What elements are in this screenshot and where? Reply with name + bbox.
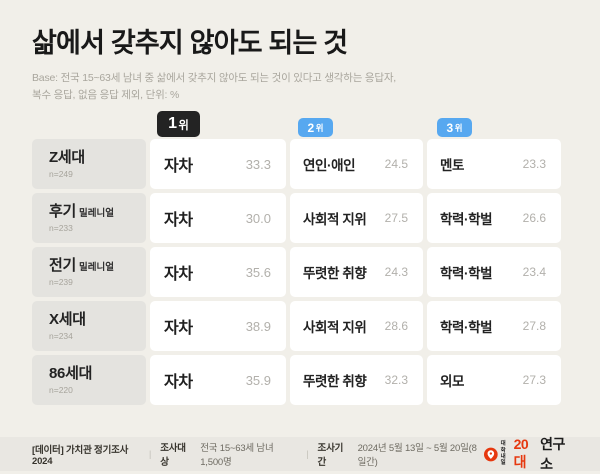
item-value: 24.3: [384, 265, 408, 280]
location-pin-icon: [483, 447, 498, 461]
group-label-card: 후기 밀레니얼 n=233: [32, 193, 146, 244]
rank1-cell: 자차 38.9: [150, 301, 286, 352]
item-value: 27.5: [384, 211, 408, 226]
footer-target-value: 전국 15~63세 남녀 1,500명: [200, 443, 274, 468]
item-value: 30.0: [245, 210, 271, 226]
group-sample-size: n=233: [49, 223, 73, 234]
item-label: 학력·학벌: [440, 212, 493, 228]
table-row-z: Z세대 n=249 자차 33.3 연인·애인 24.5 멘토 23.3: [32, 139, 568, 190]
rank-1-number: 1: [168, 115, 178, 133]
group-sample-size: n=249: [49, 169, 73, 180]
item-label: 자차: [164, 158, 193, 176]
infographic-content: 삶에서 갖추지 않아도 되는 것 Base: 전국 15~63세 남녀 중 삶에…: [32, 27, 568, 409]
base-note-line2: 복수 응답, 없음 응답 제외, 단위: %: [32, 89, 180, 102]
item-value: 23.3: [522, 157, 546, 172]
brand-small-text: 대학 내일: [501, 441, 511, 466]
footer-period-value: 2024년 5월 13일 ~ 5월 20일(8일간): [357, 443, 477, 468]
item-value: 28.6: [384, 319, 408, 334]
brand-black-text: 연구소: [540, 436, 565, 472]
group-sample-size: n=220: [49, 385, 73, 396]
group-sample-size: n=239: [49, 277, 73, 288]
table-row-late-millennial: 후기 밀레니얼 n=233 자차 30.0 사회적 지위 27.5 학력·학벌 26.6: [32, 193, 568, 244]
footer-period-label: 조사기간: [317, 443, 344, 468]
rank2-cell: 연인·애인 24.5: [290, 139, 423, 190]
rank2-cell: 사회적 지위 27.5: [290, 193, 423, 244]
rank-1-suffix: 위: [178, 119, 189, 132]
brand-red-text: 20대: [513, 436, 529, 470]
rank2-cell: 사회적 지위 28.6: [290, 301, 423, 352]
item-value: 27.8: [522, 319, 546, 334]
brand-small-bottom: 내일: [500, 454, 507, 467]
group-label-card: X세대 n=234: [32, 301, 146, 352]
rank3-cell: 학력·학벌 23.4: [427, 247, 561, 298]
group-name: 후기: [49, 203, 77, 221]
group-label-card: 전기 밀레니얼 n=239: [32, 247, 146, 298]
item-label: 멘토: [440, 158, 465, 174]
rank3-cell: 학력·학벌 27.8: [427, 301, 561, 352]
item-label: 외모: [440, 374, 465, 390]
group-name-suffix: 밀레니얼: [79, 208, 114, 220]
group-label-card: Z세대 n=249: [32, 139, 146, 190]
rank2-cell: 뚜렷한 취향 32.3: [290, 355, 423, 406]
item-label: 학력·학벌: [440, 266, 493, 282]
item-value: 35.9: [245, 372, 271, 388]
footer-separator: |: [306, 449, 309, 459]
table-row-x: X세대 n=234 자차 38.9 사회적 지위 28.6 학력·학벌 27.8: [32, 301, 568, 352]
brand-small-top: 대학: [500, 441, 507, 454]
rank-3-suffix: 위: [454, 123, 463, 134]
item-label: 연인·애인: [303, 158, 356, 174]
item-label: 자차: [164, 266, 193, 284]
table-row-early-millennial: 전기 밀레니얼 n=239 자차 35.6 뚜렷한 취향 24.3 학력·학벌 23.4: [32, 247, 568, 298]
rank1-cell: 자차 35.6: [150, 247, 286, 298]
footer-bar: [데이터] 가치관 정기조사 2024 | 조사대상 전국 15~63세 남녀 …: [0, 434, 600, 474]
brand-logo: 대학 내일 20대 연구소: [483, 434, 574, 474]
rank3-cell: 멘토 23.3: [427, 139, 561, 190]
item-value: 27.3: [522, 373, 546, 388]
item-label: 사회적 지위: [303, 212, 367, 228]
group-name-suffix: 밀레니얼: [79, 262, 114, 274]
footer-meta: [데이터] 가치관 정기조사 2024 | 조사대상 전국 15~63세 남녀 …: [32, 440, 484, 468]
item-value: 35.6: [245, 264, 271, 280]
group-name: 전기: [49, 257, 77, 275]
item-value: 33.3: [245, 156, 271, 172]
group-sample-size: n=234: [49, 331, 73, 342]
base-note-line1: Base: 전국 15~63세 남녀 중 삶에서 갖추지 않아도 되는 것이 있…: [32, 72, 397, 85]
item-label: 사회적 지위: [303, 320, 367, 336]
item-value: 23.4: [522, 265, 546, 280]
item-label: 뚜렷한 취향: [303, 374, 367, 390]
table-row-86: 86세대 n=220 자차 35.9 뚜렷한 취향 32.3 외모 27.3: [32, 355, 568, 406]
page-title: 삶에서 갖추지 않아도 되는 것: [32, 28, 348, 58]
item-value: 32.3: [384, 373, 408, 388]
footer-source: [데이터] 가치관 정기조사 2024: [32, 444, 129, 467]
rank1-cell: 자차 35.9: [150, 355, 286, 406]
item-label: 자차: [164, 374, 193, 392]
rank3-cell: 학력·학벌 26.6: [427, 193, 561, 244]
footer-separator: |: [149, 449, 152, 459]
rank-2-number: 2: [307, 120, 315, 135]
item-label: 자차: [164, 212, 193, 230]
group-label-card: 86세대 n=220: [32, 355, 146, 406]
item-value: 38.9: [245, 318, 271, 334]
item-label: 학력·학벌: [440, 320, 493, 336]
group-name: 86세대: [49, 365, 93, 383]
rank-3-number: 3: [446, 120, 454, 135]
base-note: Base: 전국 15~63세 남녀 중 삶에서 갖추지 않아도 되는 것이 있…: [32, 70, 568, 104]
rank1-cell: 자차 33.3: [150, 139, 286, 190]
group-name: Z세대: [49, 149, 85, 167]
item-value: 24.5: [384, 157, 408, 172]
item-label: 뚜렷한 취향: [303, 266, 367, 282]
rank-2-suffix: 위: [315, 123, 324, 134]
item-value: 26.6: [522, 211, 546, 226]
rank2-cell: 뚜렷한 취향 24.3: [290, 247, 423, 298]
item-label: 자차: [164, 320, 193, 338]
rank3-cell: 외모 27.3: [427, 355, 561, 406]
rank1-cell: 자차 30.0: [150, 193, 286, 244]
group-name: X세대: [49, 311, 86, 329]
footer-target-label: 조사대상: [160, 443, 186, 468]
ranking-table: Z세대 n=249 자차 33.3 연인·애인 24.5 멘토 23.3 후기 밀레니얼…: [32, 139, 568, 406]
